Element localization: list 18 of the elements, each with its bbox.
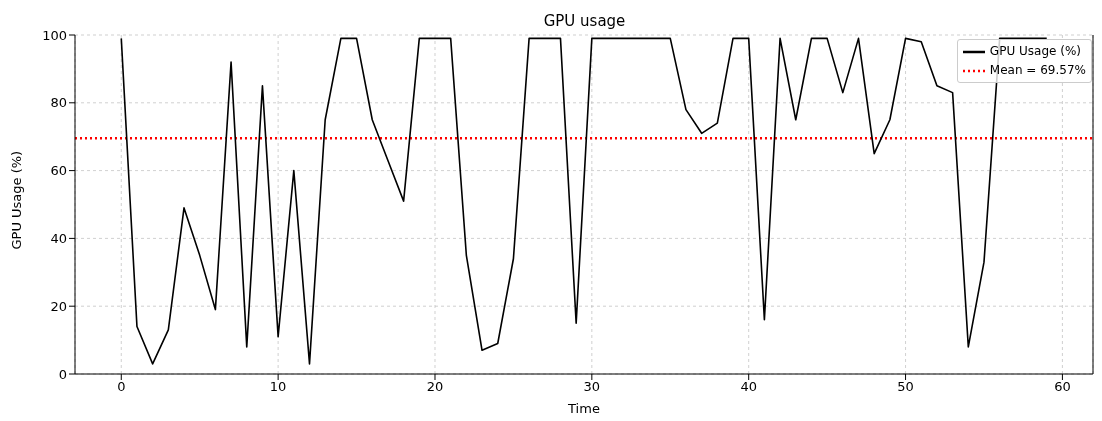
y-tick-label: 0	[58, 366, 67, 382]
y-axis-title: GPU Usage (%)	[8, 150, 24, 250]
y-tick-label: 100	[42, 27, 67, 43]
y-tick-label: 60	[50, 163, 67, 179]
chart-title: GPU usage	[542, 12, 627, 30]
x-axis-title: Time	[567, 401, 600, 416]
x-tick-label: 60	[1054, 379, 1071, 395]
legend-label: GPU Usage (%)	[989, 43, 1081, 60]
y-tick-label: 80	[50, 95, 67, 111]
y-tick-label: 20	[50, 298, 67, 314]
x-tick-label: 30	[583, 379, 601, 395]
y-tick-label: 40	[50, 231, 67, 247]
x-tick-label: 50	[897, 379, 914, 395]
x-tick-label: 0	[117, 379, 126, 395]
x-tick-label: 40	[740, 379, 757, 395]
x-tick-label: 20	[426, 379, 444, 395]
x-tick-label: 10	[269, 379, 287, 395]
legend-label: Mean = 69.57%	[989, 62, 1086, 79]
